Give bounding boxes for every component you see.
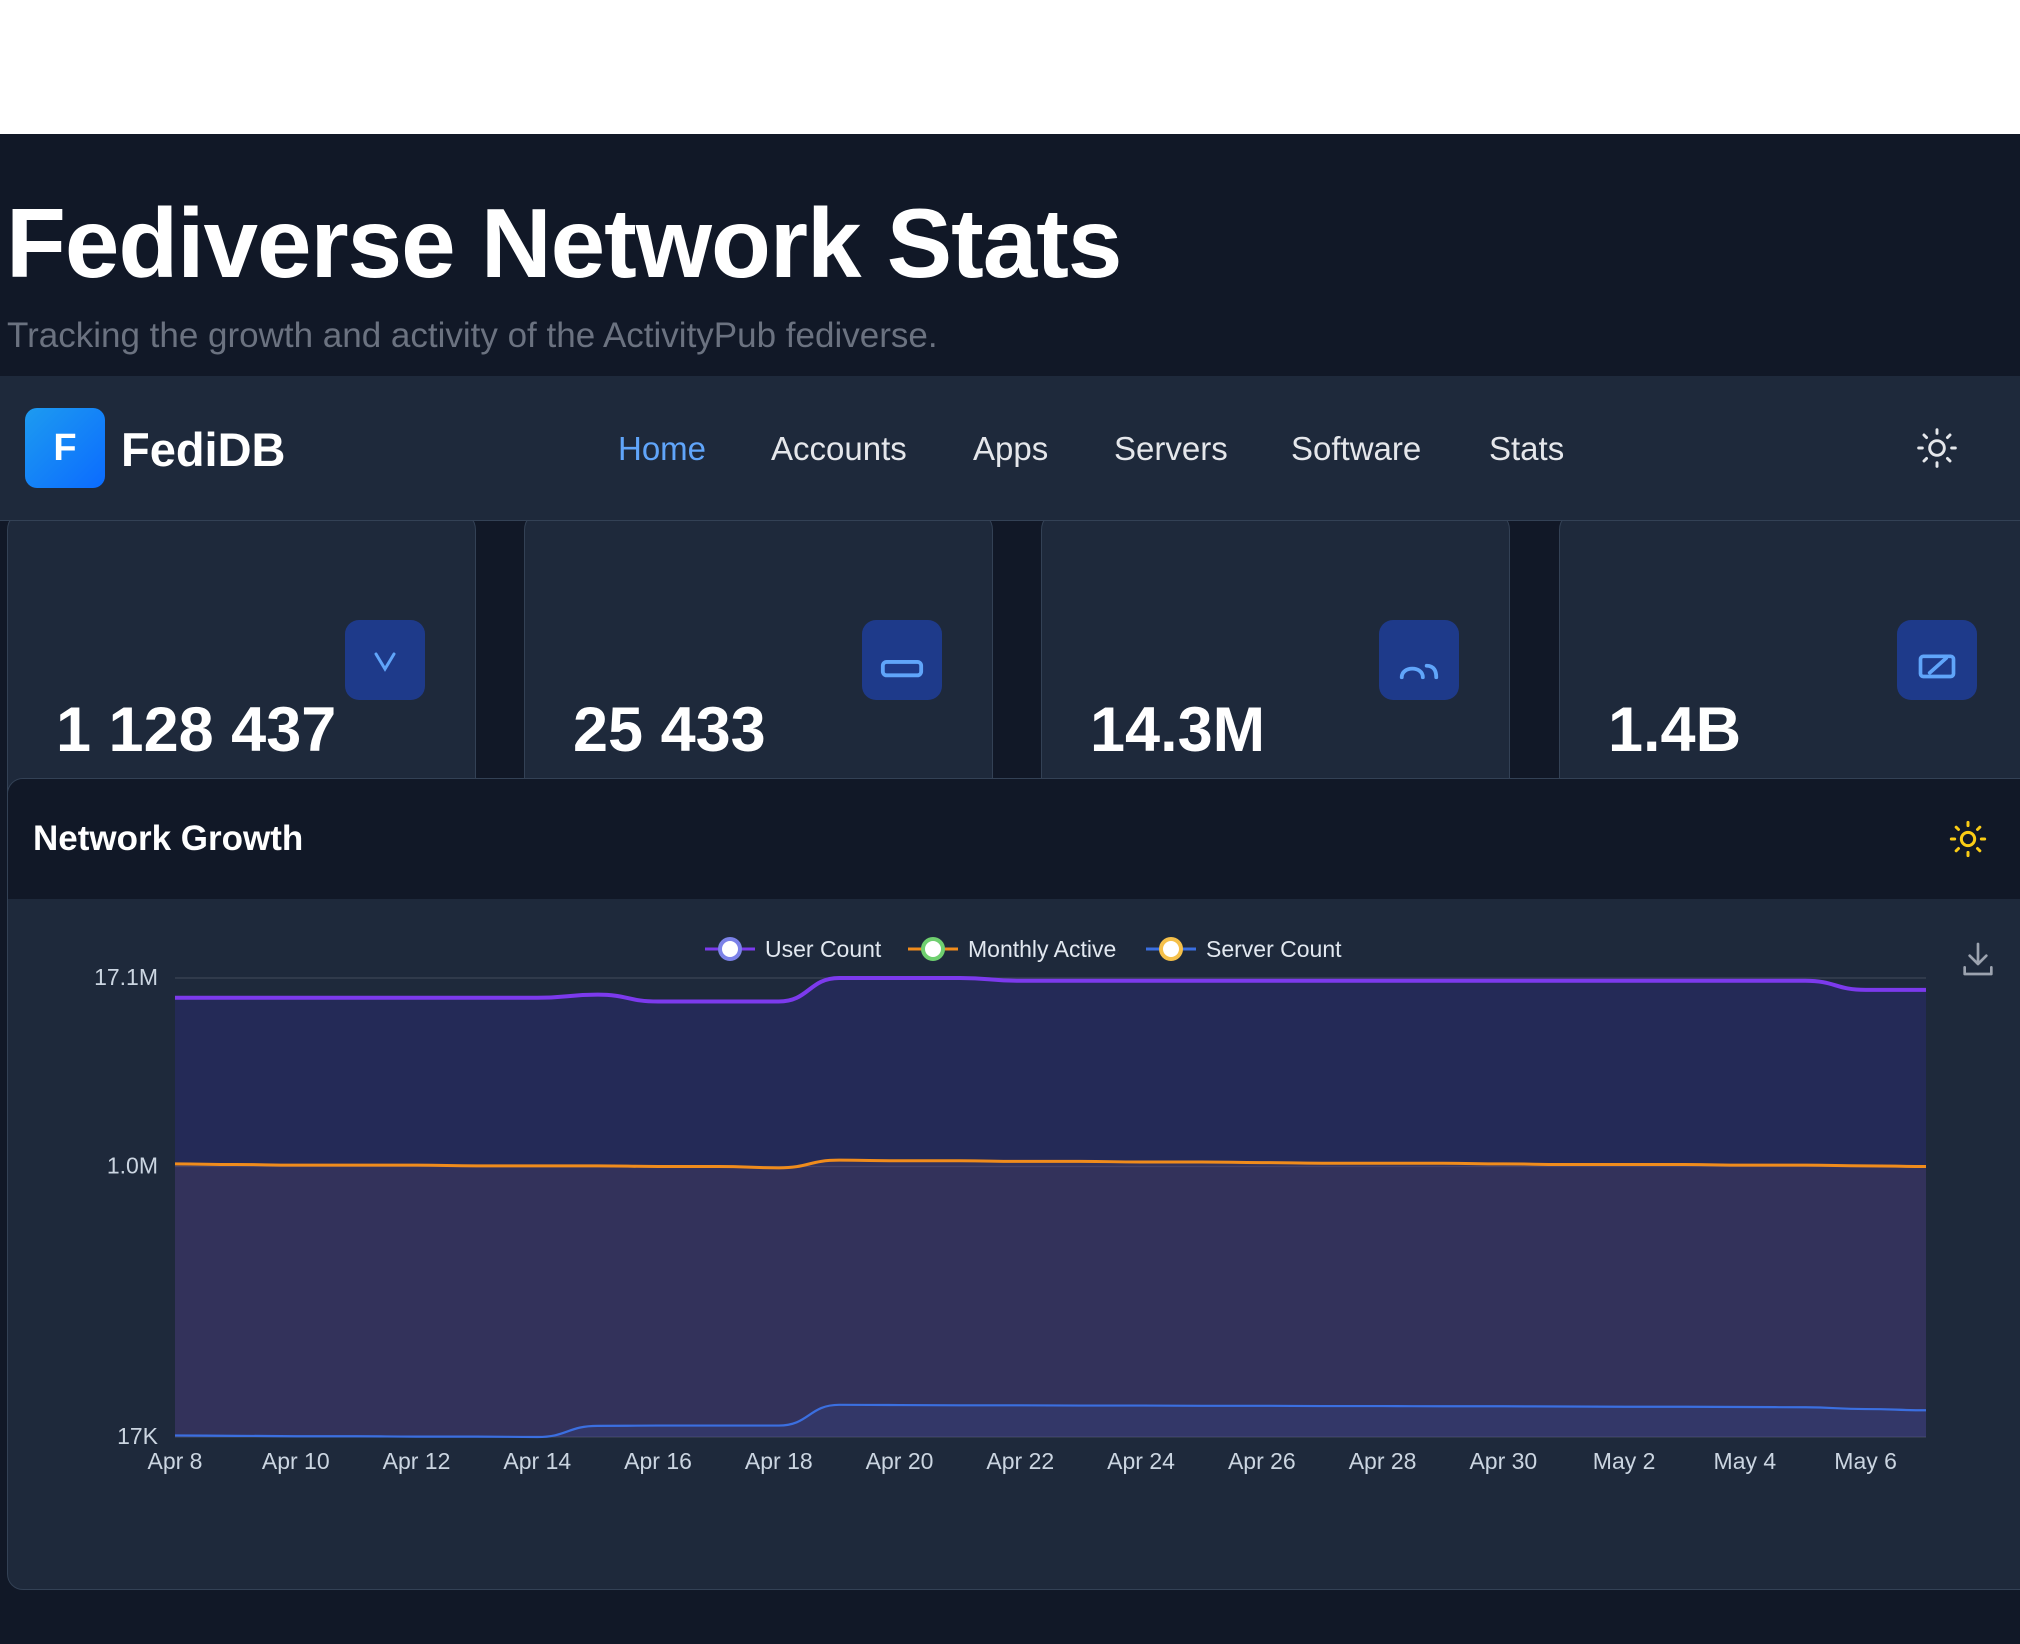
x-tick-label: May 4 — [1714, 1448, 1777, 1474]
stat-value-users: 1 128 437 — [56, 695, 337, 765]
legend-label: Monthly Active — [968, 936, 1116, 962]
chart-header: Network Growth — [8, 779, 2020, 899]
x-tick-label: Apr 10 — [262, 1448, 330, 1474]
y-tick-label: 17K — [117, 1423, 159, 1449]
y-tick-label: 17.1M — [94, 964, 158, 990]
theme-toggle-button[interactable] — [1915, 426, 1959, 470]
page-title: Fediverse Network Stats — [6, 188, 1122, 298]
nav-stats[interactable]: Stats — [1489, 430, 1565, 467]
stat-value-statuses: 1.4B — [1608, 695, 1742, 765]
x-tick-label: Apr 22 — [986, 1448, 1054, 1474]
page-subtitle: Tracking the growth and activity of the … — [7, 316, 938, 355]
brand-name[interactable]: FediDB — [121, 423, 286, 476]
sun-icon — [1917, 428, 1957, 468]
users-icon — [1379, 620, 1459, 700]
logo[interactable]: F — [25, 408, 105, 488]
x-tick-label: Apr 26 — [1228, 1448, 1296, 1474]
x-tick-label: Apr 12 — [383, 1448, 451, 1474]
line-monthly-active — [174, 1158, 1927, 1170]
area-user-count — [175, 978, 1926, 1437]
x-tick-label: Apr 14 — [503, 1448, 571, 1474]
stat-card-total-users: 1 128 437 — [7, 510, 476, 815]
network-growth-card: Network Growth 17.1M 1.0M 17K Apr 8 Apr 10 Ap… — [7, 778, 2020, 1590]
line-server-count — [174, 1403, 1927, 1439]
legend-marker — [921, 937, 945, 961]
legend-marker — [1159, 937, 1183, 961]
download-icon — [1963, 942, 1993, 976]
stats-cards: 1 128 437 25 433 14.3M 1.4B — [0, 510, 2020, 815]
nav-home[interactable]: Home — [618, 430, 707, 467]
chevron-down-icon — [345, 620, 425, 700]
x-tick-label: May 6 — [1834, 1448, 1897, 1474]
stat-value-servers: 25 433 — [573, 695, 766, 765]
navbar: F FediDB Home Accounts Apps Servers Soft… — [0, 376, 2020, 521]
legend-label: User Count — [765, 936, 882, 962]
nav-software[interactable]: Software — [1291, 430, 1422, 467]
x-tick-label: May 2 — [1593, 1448, 1656, 1474]
x-tick-label: Apr 16 — [624, 1448, 692, 1474]
chart-title: Network Growth — [33, 819, 304, 858]
nav-apps[interactable]: Apps — [973, 430, 1049, 467]
x-tick-label: Apr 8 — [148, 1448, 203, 1474]
edit-icon — [1897, 620, 1977, 700]
legend-marker — [718, 937, 742, 961]
area-server-count — [175, 1404, 1926, 1437]
stat-value-active-users: 14.3M — [1090, 695, 1266, 765]
stat-card-servers: 25 433 — [524, 510, 993, 815]
legend-label: Server Count — [1206, 936, 1342, 962]
x-tick-label: Apr 30 — [1469, 1448, 1537, 1474]
y-tick-label: 1.0M — [107, 1152, 158, 1178]
server-icon — [862, 620, 942, 700]
chart-theme-button[interactable] — [1948, 819, 1988, 859]
nav-accounts[interactable]: Accounts — [771, 430, 907, 467]
area-monthly-active — [175, 1160, 1926, 1437]
stat-card-active-users: 14.3M — [1041, 510, 1510, 815]
page: Fediverse Network Stats Tracking the gro… — [0, 134, 2020, 1644]
sun-icon — [1949, 820, 1987, 858]
top-whitespace — [0, 0, 2020, 134]
x-tick-label: Apr 24 — [1107, 1448, 1175, 1474]
stat-card-statuses: 1.4B — [1559, 510, 2020, 815]
download-button[interactable] — [1958, 939, 1998, 979]
nav-servers[interactable]: Servers — [1114, 430, 1228, 467]
line-user-count — [175, 976, 1926, 1004]
x-tick-label: Apr 28 — [1349, 1448, 1417, 1474]
x-tick-label: Apr 18 — [745, 1448, 813, 1474]
x-tick-label: Apr 20 — [866, 1448, 934, 1474]
